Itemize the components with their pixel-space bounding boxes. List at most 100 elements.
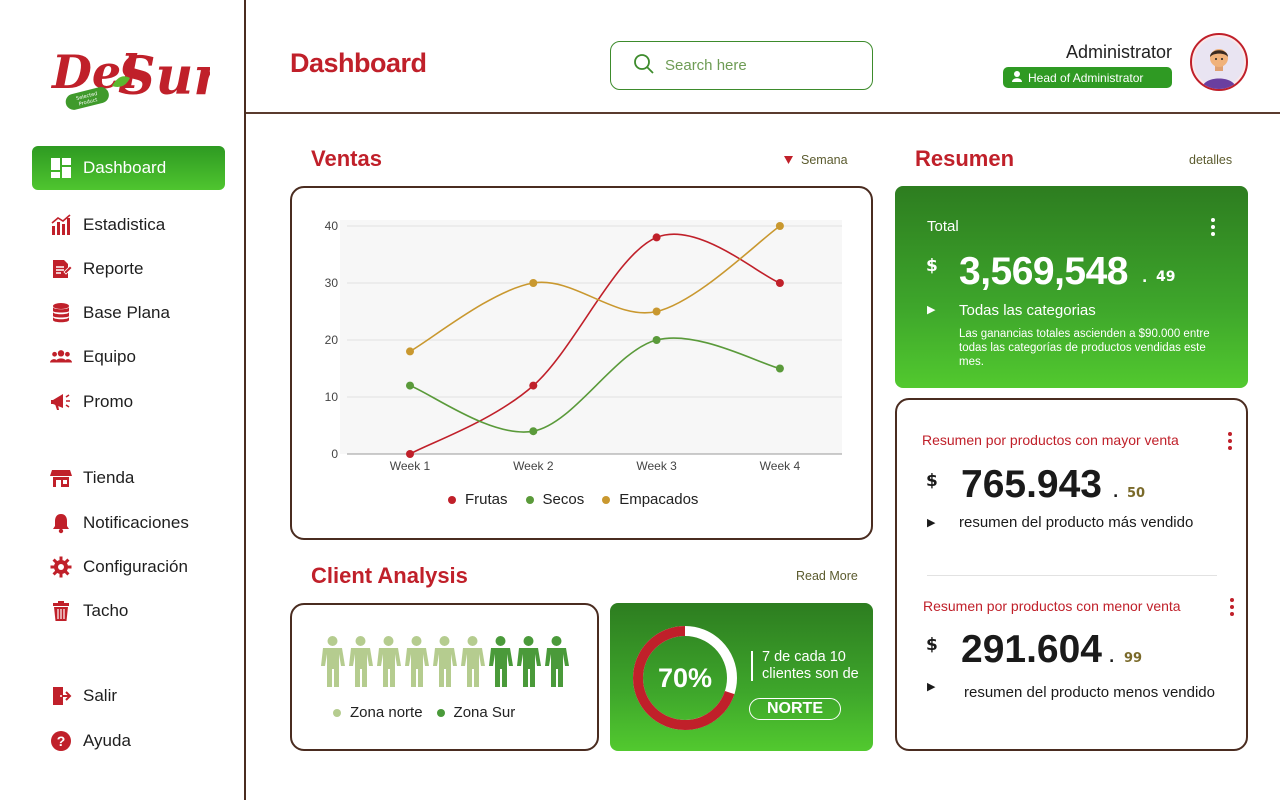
trash-icon xyxy=(50,600,72,622)
person-icon-norte xyxy=(320,635,345,691)
person-icon-norte xyxy=(460,635,485,691)
sidebar-item-label: Notificaciones xyxy=(83,513,189,532)
logout-icon xyxy=(50,685,72,707)
legend-item-secos[interactable]: Secos xyxy=(525,491,585,508)
x-tick-label: Week 1 xyxy=(390,459,431,473)
logo-text-sur: Sur xyxy=(118,46,210,107)
sidebar-item-salir[interactable]: Salir xyxy=(32,674,225,718)
data-point-empacados[interactable] xyxy=(652,307,661,316)
categories-label[interactable]: Todas las categorias xyxy=(959,302,1096,319)
client-caption: 7 de cada 10 clientes son de xyxy=(762,649,859,683)
total-label: Total xyxy=(927,218,959,235)
dashboard-icon xyxy=(50,157,72,179)
sidebar-item-tacho[interactable]: Tacho xyxy=(32,589,225,633)
sidebar-item-reporte[interactable]: Reporte xyxy=(32,247,225,291)
avatar-image xyxy=(1194,37,1244,89)
person-icon-norte xyxy=(376,635,401,691)
ventas-chart-card: 0 10 20 30 40 Week 1 Week 2 Week 3 Week 4 Fruta… xyxy=(290,186,873,540)
resumen-title: Resumen xyxy=(915,146,1015,171)
logo-mark: Del Sur Selected Product xyxy=(50,45,224,110)
data-point-secos[interactable] xyxy=(652,336,661,344)
detalles-link[interactable]: detalles xyxy=(1189,153,1233,167)
series-line-empacados xyxy=(409,225,781,353)
legend-label: Empacados xyxy=(619,491,699,508)
person-icon-sur xyxy=(488,635,513,691)
total-description: Las ganancias totales ascienden a $90.00… xyxy=(959,328,1210,368)
currency-symbol: $ xyxy=(926,256,938,276)
ventas-title: Ventas xyxy=(311,146,382,171)
product-summary-card: Resumen por productos con mayor venta $ … xyxy=(895,398,1248,751)
team-icon xyxy=(50,346,72,368)
data-point-frutas[interactable] xyxy=(406,450,414,458)
data-point-frutas[interactable] xyxy=(775,279,784,287)
sidebar-item-estadistica[interactable]: Estadistica xyxy=(32,203,225,247)
legend-item-frutas[interactable]: Frutas xyxy=(448,491,508,508)
svg-text:Product: Product xyxy=(78,97,98,107)
caret-down-icon xyxy=(784,153,793,167)
page-title: Dashboard xyxy=(290,48,427,78)
data-point-secos[interactable] xyxy=(775,364,784,373)
series-line-frutas xyxy=(409,233,781,455)
sidebar-item-configuracion[interactable]: Configuración xyxy=(32,545,225,589)
zone-people-card: Zona norte Zona Sur xyxy=(290,603,599,751)
play-icon: ▶ xyxy=(927,303,936,316)
admin-role-label: Head of Administrator xyxy=(1028,70,1144,85)
period-label: Semana xyxy=(801,153,848,167)
gear-icon xyxy=(50,556,72,578)
sidebar-item-ayuda[interactable]: ? Ayuda xyxy=(32,719,225,763)
legend-item-empacados[interactable]: Empacados xyxy=(602,491,698,508)
top-separator: . xyxy=(1113,485,1119,501)
search-box[interactable] xyxy=(610,41,873,90)
sidebar-item-dashboard[interactable]: Dashboard xyxy=(32,146,225,190)
period-dropdown[interactable]: Semana xyxy=(784,153,848,167)
person-icon-norte xyxy=(404,635,429,691)
top-caption: resumen del producto más vendido xyxy=(959,514,1194,531)
person-icon-sur xyxy=(544,635,569,691)
data-point-empacados[interactable] xyxy=(529,279,538,287)
percent-arc xyxy=(633,626,737,730)
sidebar-item-base-plana[interactable]: Base Plana xyxy=(32,291,225,335)
client-percent-card: 70% 7 de cada 10 clientes son de NORTE xyxy=(610,603,873,751)
sidebar-item-label: Promo xyxy=(83,392,134,411)
low-products-title: Resumen por productos con menor venta xyxy=(923,598,1181,614)
x-tick-label: Week 2 xyxy=(513,459,554,473)
bell-icon xyxy=(50,512,72,534)
data-point-frutas[interactable] xyxy=(529,381,538,390)
sidebar-item-promo[interactable]: Promo xyxy=(32,380,225,424)
legend-label: Zona Sur xyxy=(453,704,516,721)
search-input[interactable] xyxy=(665,57,865,74)
caption-line: 7 de cada 10 xyxy=(762,649,846,665)
admin-name: Administrator xyxy=(1065,42,1172,62)
user-badge-icon xyxy=(1011,70,1023,85)
sidebar-item-notificaciones[interactable]: Notificaciones xyxy=(32,501,225,545)
database-icon xyxy=(50,302,72,324)
low-separator: . xyxy=(1109,650,1115,666)
data-point-secos[interactable] xyxy=(529,427,538,436)
data-point-empacados[interactable] xyxy=(406,347,414,356)
sidebar-item-label: Dashboard xyxy=(83,158,167,177)
kebab-menu-icon[interactable] xyxy=(1230,598,1234,619)
avatar[interactable] xyxy=(1190,33,1248,91)
top-decimals: 50 xyxy=(1127,486,1146,501)
currency-symbol: $ xyxy=(926,635,938,655)
data-point-frutas[interactable] xyxy=(652,233,661,242)
sidebar-item-label: Tacho xyxy=(83,601,129,620)
data-point-empacados[interactable] xyxy=(775,222,784,230)
zone-badge[interactable]: NORTE xyxy=(749,698,841,720)
data-point-secos[interactable] xyxy=(406,381,414,390)
delsur-logo[interactable]: Del Sur Selected Product xyxy=(50,38,224,118)
read-more-link[interactable]: Read More xyxy=(796,569,858,583)
kebab-menu-icon[interactable] xyxy=(1211,218,1215,239)
person-icon-sur xyxy=(516,635,541,691)
plot-area xyxy=(340,220,842,454)
sidebar-item-tienda[interactable]: Tienda xyxy=(32,456,225,500)
total-separator: . xyxy=(1142,270,1148,286)
total-decimals: 49 xyxy=(1156,269,1176,285)
sidebar-item-equipo[interactable]: Equipo xyxy=(32,335,225,379)
y-tick-label: 30 xyxy=(325,276,339,290)
percent-donut: 70% xyxy=(633,626,737,730)
legend-label: Secos xyxy=(542,491,585,508)
sidebar: Del Sur Selected Product Dashboard Estad… xyxy=(0,0,246,800)
kebab-menu-icon[interactable] xyxy=(1228,432,1232,453)
top-value: 765.943 xyxy=(961,463,1102,506)
